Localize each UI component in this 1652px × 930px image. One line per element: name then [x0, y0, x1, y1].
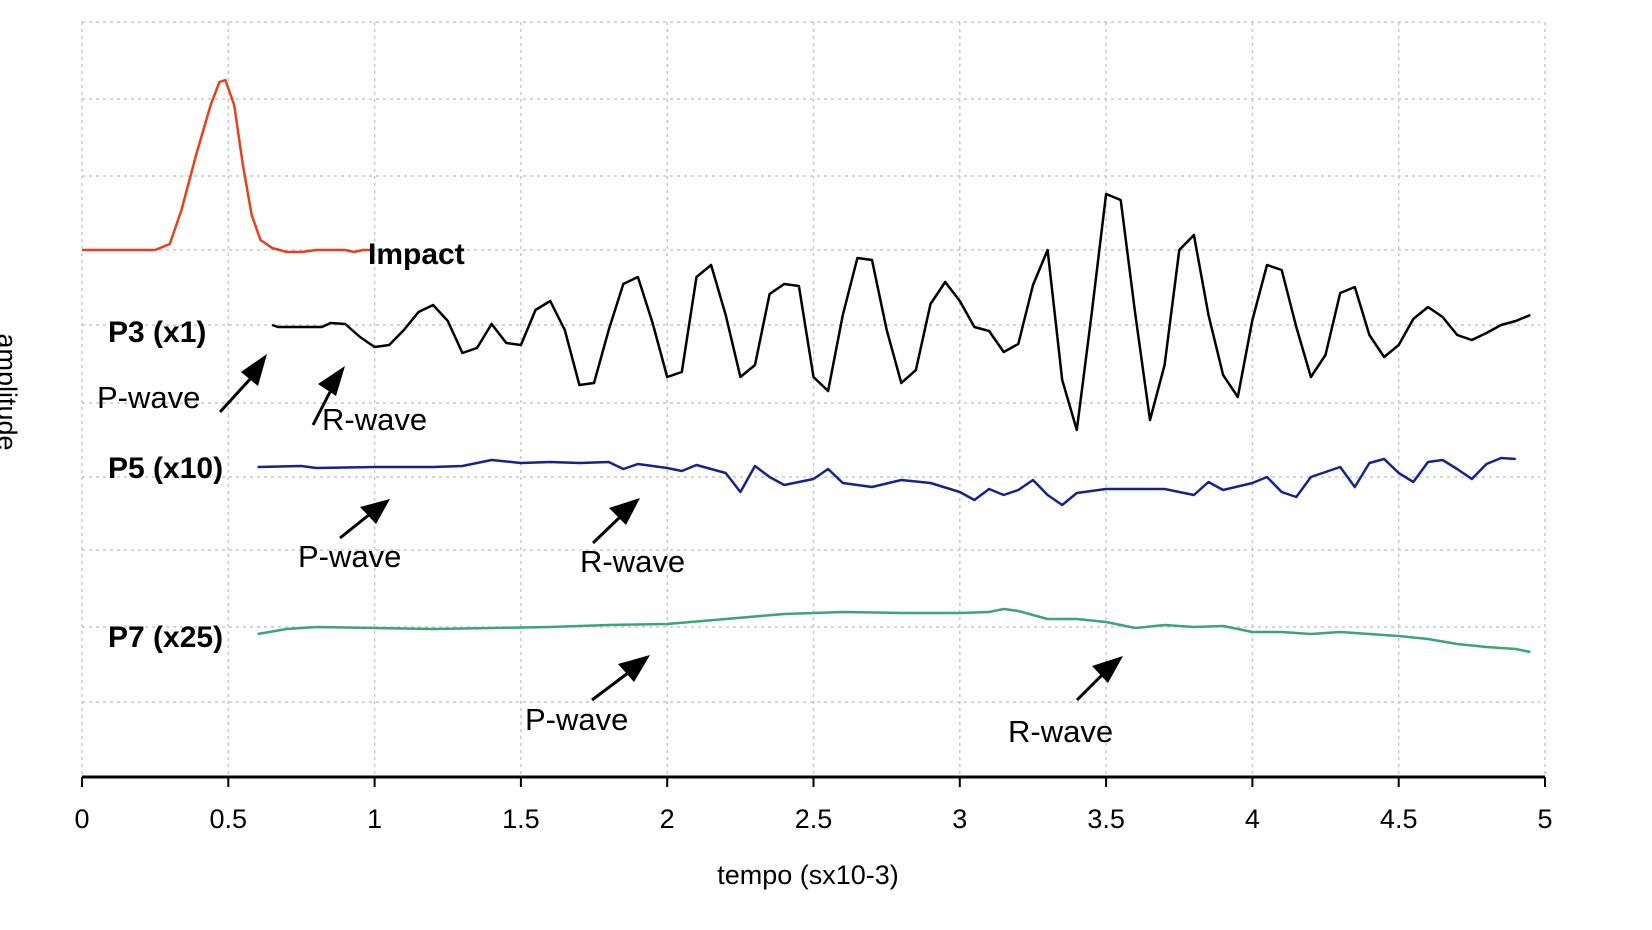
annotation-p5-r-wave: R-wave [580, 544, 685, 579]
x-tick-label: 2.5 [795, 804, 833, 834]
series-group [82, 78, 1531, 654]
annotations: P-wave R-wave P-wave R-wave P-wave R-wav… [97, 380, 1113, 749]
x-tick-label: 1.5 [502, 804, 540, 834]
y-axis-title: amplitude [0, 333, 22, 450]
annotation-p5-p-wave: P-wave [298, 539, 401, 574]
arrow-p3-p-wave-shaft [218, 375, 254, 414]
arrow-p7-p-wave-head [618, 655, 650, 682]
arrow-p5-r-wave-head [609, 498, 640, 525]
annotation-arrows [218, 354, 1123, 702]
arrow-p5-r-wave-shaft [591, 515, 622, 545]
trace-label-impact: Impact [368, 238, 465, 271]
annotation-p7-r-wave: R-wave [1008, 714, 1113, 749]
grid [81, 21, 1546, 777]
series-line-p5 [257, 456, 1516, 507]
x-tick-label: 5 [1537, 804, 1552, 834]
annotation-p3-p-wave: P-wave [97, 380, 200, 415]
series-line-p3 [271, 192, 1531, 432]
x-tick-label: 4.5 [1380, 804, 1418, 834]
x-tick-label: 3 [952, 804, 967, 834]
x-tick-label: 3.5 [1087, 804, 1125, 834]
arrow-p7-r-wave-head [1092, 656, 1123, 683]
x-tick-label: 2 [660, 804, 675, 834]
trace-label-p3: P3 (x1) [108, 316, 206, 349]
trace-label-p5: P5 (x10) [108, 452, 223, 485]
series-line-impact [82, 78, 375, 254]
trace-label-p7: P7 (x25) [108, 621, 223, 654]
x-tick-label: 1 [367, 804, 382, 834]
x-tick-label: 4 [1245, 804, 1260, 834]
annotation-p7-p-wave: P-wave [525, 702, 628, 737]
series-line-p7 [257, 607, 1531, 654]
arrow-p3-p-wave-head [241, 354, 267, 386]
arrow-p7-p-wave-shaft [591, 671, 629, 702]
x-tick-label: 0 [74, 804, 89, 834]
arrow-p5-p-wave-head [360, 499, 390, 524]
x-ticks: 0 0.5 1 1.5 2 2.5 3 3.5 4 4.5 5 [74, 777, 1553, 834]
x-axis-title: tempo (sx10-3) [717, 860, 899, 890]
annotation-p3-r-wave: R-wave [322, 402, 427, 437]
arrow-p3-r-wave-head [318, 366, 345, 396]
arrow-p3-r-wave-shaft [311, 391, 332, 426]
x-tick-label: 0.5 [210, 804, 248, 834]
arrow-p7-r-wave-shaft [1075, 673, 1104, 702]
arrow-p5-p-wave-shaft [339, 512, 371, 540]
